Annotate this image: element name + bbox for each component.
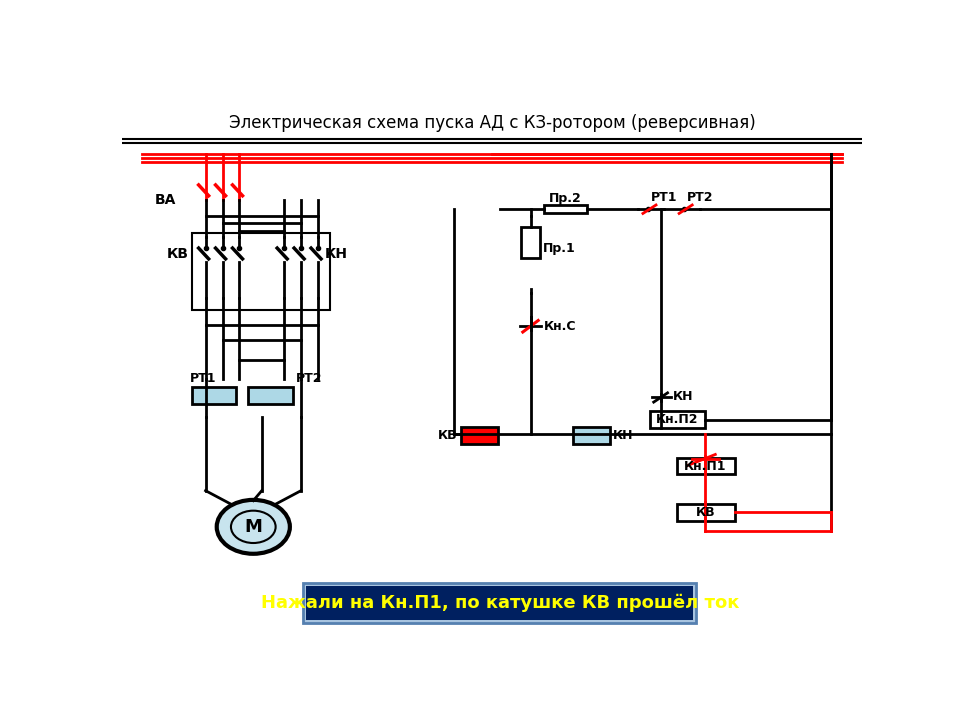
Text: Кн.С: Кн.С: [544, 320, 577, 333]
Text: РТ2: РТ2: [686, 191, 713, 204]
Bar: [303, 583, 696, 623]
Bar: [521, 228, 540, 258]
Text: ВА: ВА: [155, 194, 176, 207]
Text: КВ: КВ: [695, 505, 715, 518]
Text: РТ1: РТ1: [651, 191, 677, 204]
Text: Пр.2: Пр.2: [549, 192, 582, 205]
Bar: [677, 457, 734, 474]
Text: Нажали на Кн.П1, по катушке КВ прошёл ток: Нажали на Кн.П1, по катушке КВ прошёл то…: [260, 594, 739, 612]
Text: РТ2: РТ2: [296, 372, 323, 385]
Text: КН: КН: [324, 247, 348, 261]
Bar: [192, 387, 236, 405]
Text: М: М: [245, 518, 262, 536]
Bar: [543, 205, 587, 212]
Text: Кн.П1: Кн.П1: [684, 459, 727, 472]
Bar: [248, 387, 293, 405]
Bar: [650, 411, 706, 428]
Text: Кн.П2: Кн.П2: [657, 413, 699, 426]
Text: КВ: КВ: [167, 247, 189, 261]
Bar: [192, 233, 330, 310]
Ellipse shape: [217, 500, 290, 554]
Bar: [461, 427, 498, 444]
Text: Пр.1: Пр.1: [542, 242, 576, 255]
Bar: [573, 427, 610, 444]
Text: Электрическая схема пуска АД с КЗ-ротором (реверсивная): Электрическая схема пуска АД с КЗ-роторо…: [228, 114, 756, 132]
Text: КН: КН: [673, 390, 693, 403]
Text: КВ: КВ: [438, 428, 457, 441]
Text: РТ1: РТ1: [190, 372, 217, 385]
Text: КН: КН: [612, 428, 634, 441]
Bar: [677, 504, 734, 521]
Bar: [306, 586, 693, 620]
